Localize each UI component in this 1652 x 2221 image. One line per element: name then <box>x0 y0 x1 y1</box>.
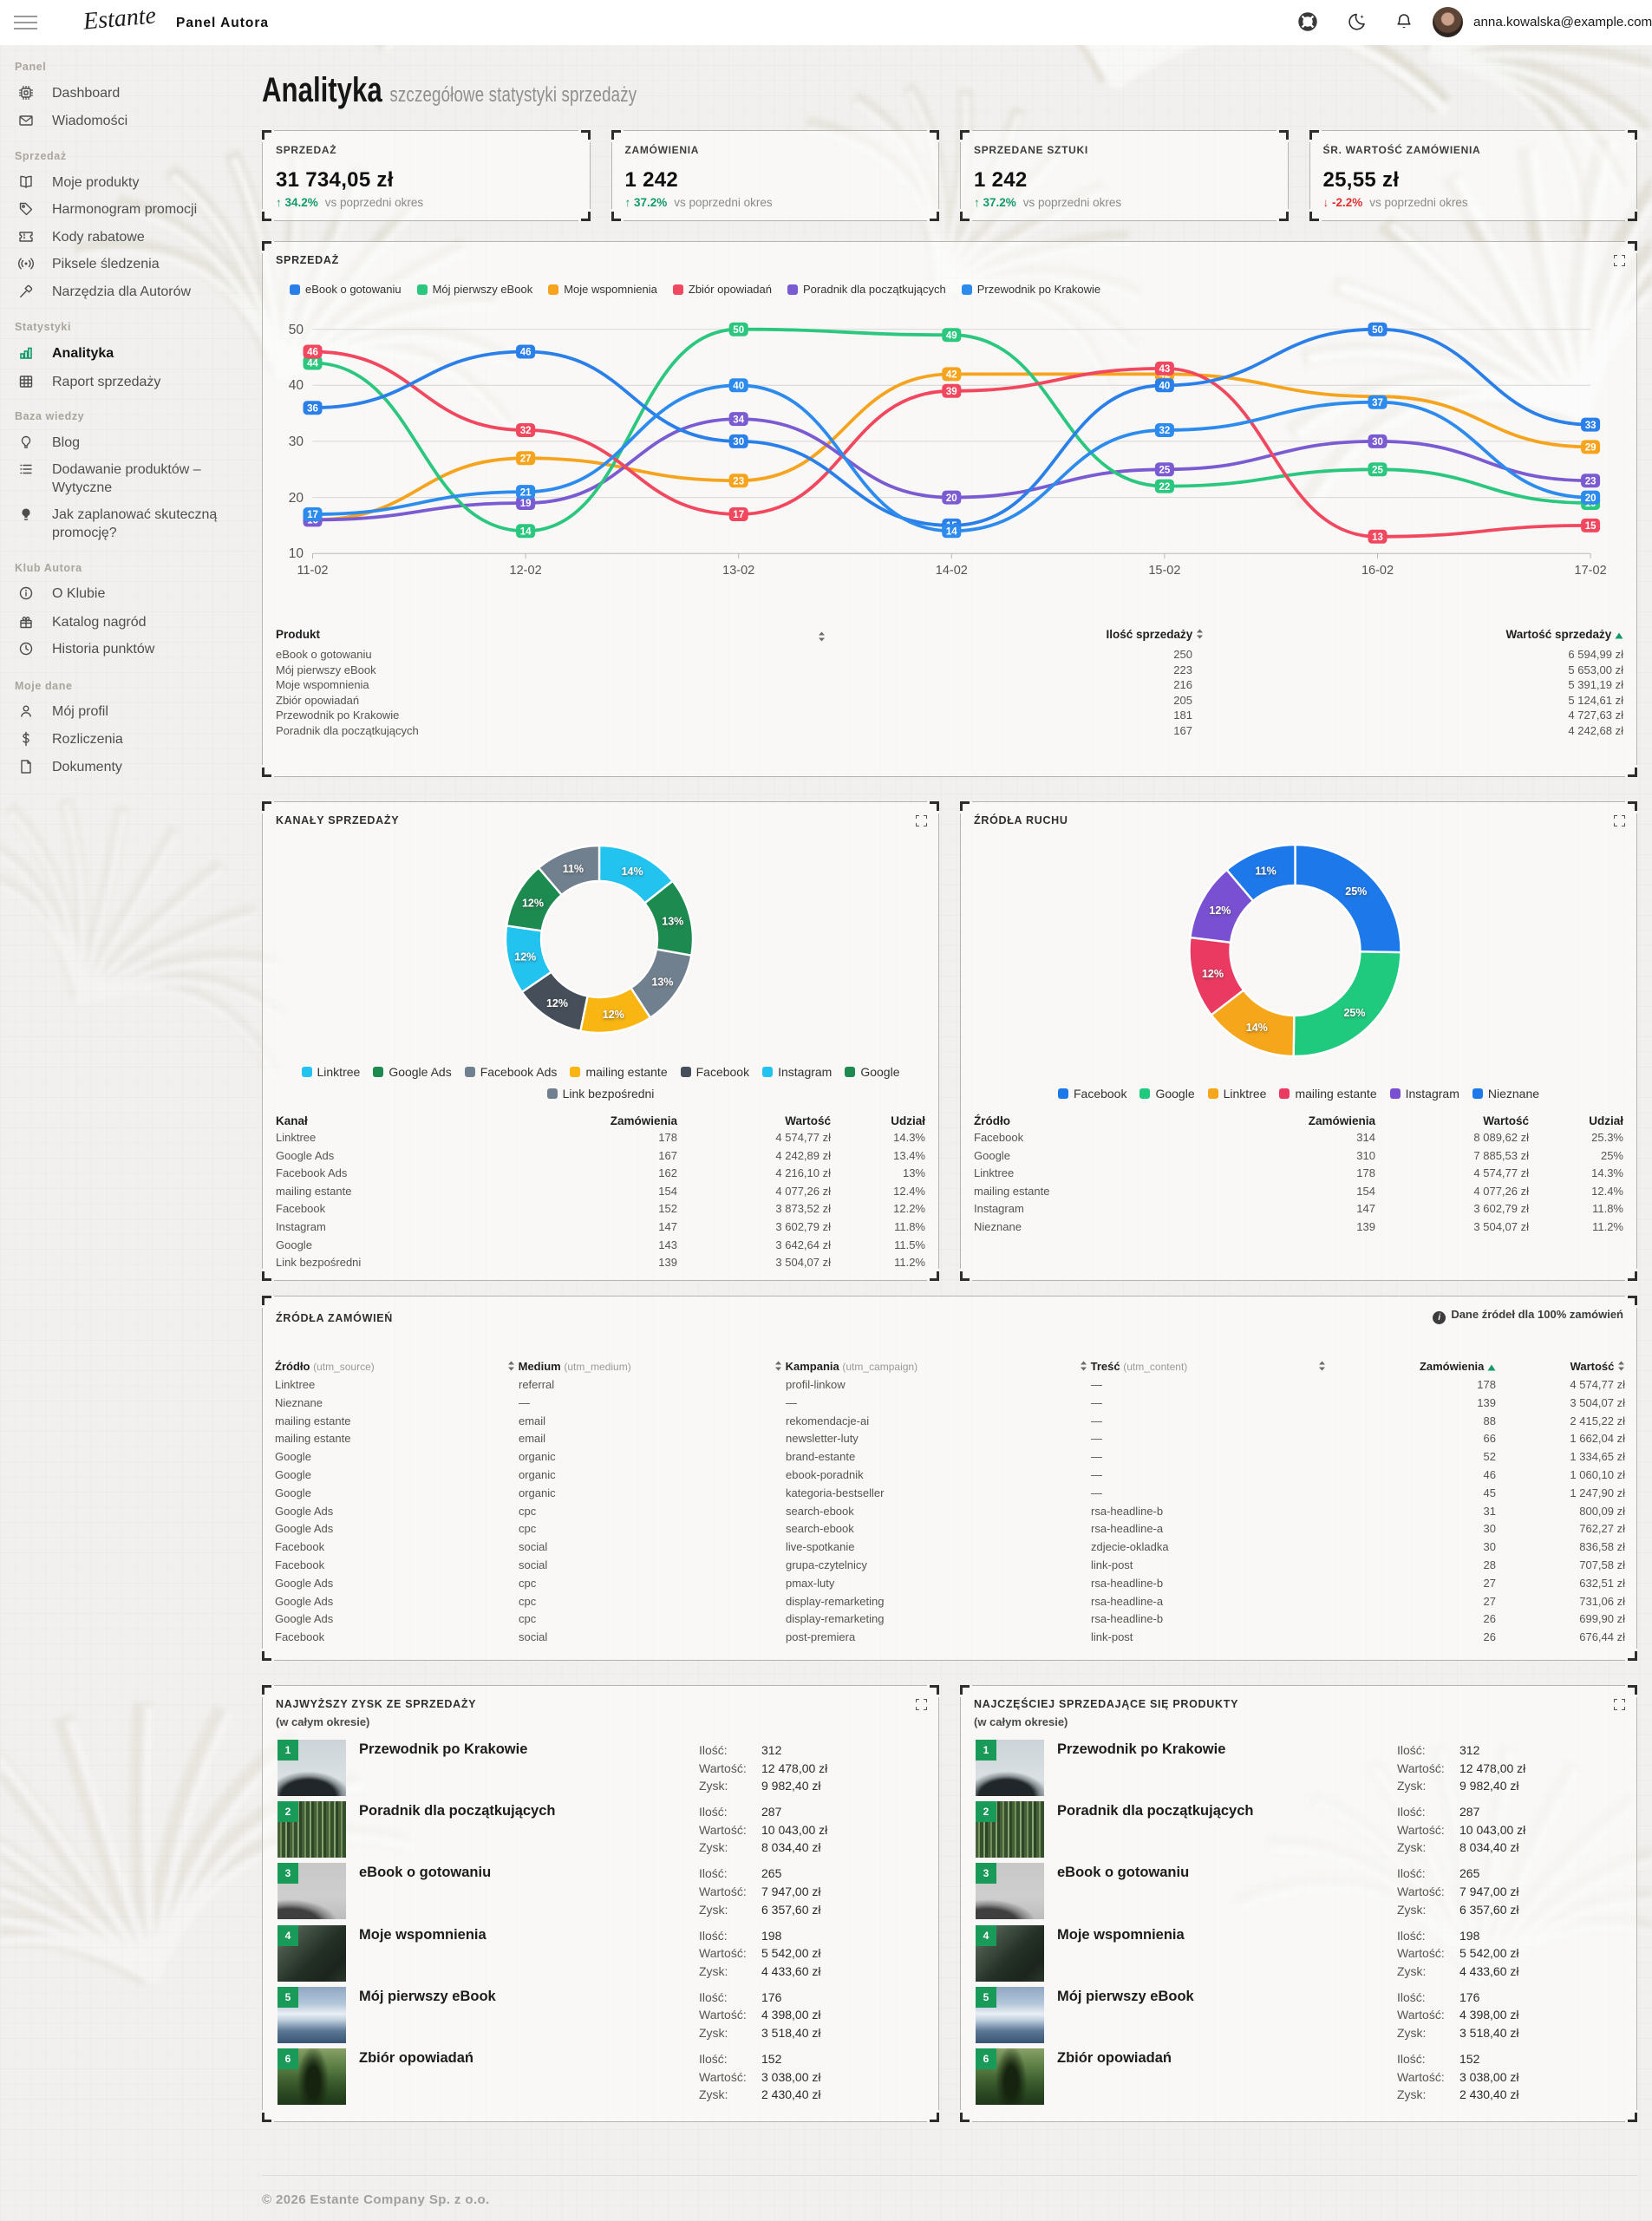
svg-text:30: 30 <box>733 437 744 447</box>
svg-text:12%: 12% <box>1202 968 1224 980</box>
svg-text:33: 33 <box>1585 421 1596 431</box>
svg-text:14: 14 <box>520 527 532 538</box>
svg-text:40: 40 <box>289 378 304 393</box>
svg-text:17: 17 <box>307 510 318 520</box>
svg-text:32: 32 <box>520 426 532 436</box>
svg-text:14: 14 <box>946 527 957 538</box>
svg-text:46: 46 <box>307 348 318 358</box>
svg-text:10: 10 <box>289 546 304 561</box>
svg-text:40: 40 <box>1159 382 1171 392</box>
svg-text:20: 20 <box>289 491 304 506</box>
svg-text:17: 17 <box>733 510 744 520</box>
svg-text:15-02: 15-02 <box>1148 564 1180 578</box>
svg-text:49: 49 <box>946 330 957 341</box>
svg-text:20: 20 <box>946 493 957 504</box>
svg-text:19: 19 <box>520 499 532 509</box>
svg-text:12-02: 12-02 <box>510 564 542 578</box>
svg-text:12%: 12% <box>546 997 568 1009</box>
svg-text:50: 50 <box>1372 325 1383 336</box>
svg-text:14-02: 14-02 <box>936 564 968 578</box>
svg-text:11-02: 11-02 <box>297 564 328 578</box>
svg-text:46: 46 <box>520 348 532 358</box>
svg-text:29: 29 <box>1585 443 1596 454</box>
svg-text:43: 43 <box>1159 364 1171 375</box>
svg-text:25%: 25% <box>1343 1007 1365 1019</box>
svg-text:25: 25 <box>1372 466 1383 476</box>
svg-text:21: 21 <box>520 487 532 498</box>
svg-text:40: 40 <box>733 382 744 392</box>
svg-text:16-02: 16-02 <box>1361 564 1394 578</box>
svg-text:14%: 14% <box>1246 1022 1268 1034</box>
svg-text:12%: 12% <box>1209 905 1231 917</box>
svg-text:12%: 12% <box>522 898 544 910</box>
svg-text:14%: 14% <box>622 866 643 878</box>
svg-text:27: 27 <box>520 454 532 465</box>
svg-text:17-02: 17-02 <box>1575 564 1607 578</box>
svg-text:20: 20 <box>1585 493 1596 504</box>
svg-text:25: 25 <box>1159 466 1171 476</box>
svg-text:11%: 11% <box>563 863 584 875</box>
svg-text:34: 34 <box>733 415 744 425</box>
svg-text:39: 39 <box>946 387 957 397</box>
svg-text:15: 15 <box>1585 521 1596 532</box>
svg-text:37: 37 <box>1372 398 1383 408</box>
svg-text:11%: 11% <box>1255 866 1276 878</box>
svg-text:32: 32 <box>1159 426 1171 436</box>
svg-text:50: 50 <box>289 323 304 337</box>
svg-text:50: 50 <box>733 325 744 336</box>
svg-text:30: 30 <box>289 434 304 449</box>
svg-text:23: 23 <box>733 476 744 487</box>
svg-text:13-02: 13-02 <box>722 564 754 578</box>
svg-text:44: 44 <box>307 359 318 369</box>
svg-text:13: 13 <box>1372 532 1383 543</box>
svg-text:36: 36 <box>307 403 318 414</box>
svg-text:42: 42 <box>946 370 957 381</box>
svg-text:23: 23 <box>1585 476 1596 487</box>
svg-text:30: 30 <box>1372 437 1383 447</box>
svg-text:25%: 25% <box>1345 885 1367 898</box>
svg-text:12%: 12% <box>514 951 536 964</box>
svg-text:13%: 13% <box>662 916 683 928</box>
svg-text:12%: 12% <box>603 1009 624 1021</box>
svg-text:13%: 13% <box>651 976 673 988</box>
svg-text:22: 22 <box>1159 482 1171 493</box>
